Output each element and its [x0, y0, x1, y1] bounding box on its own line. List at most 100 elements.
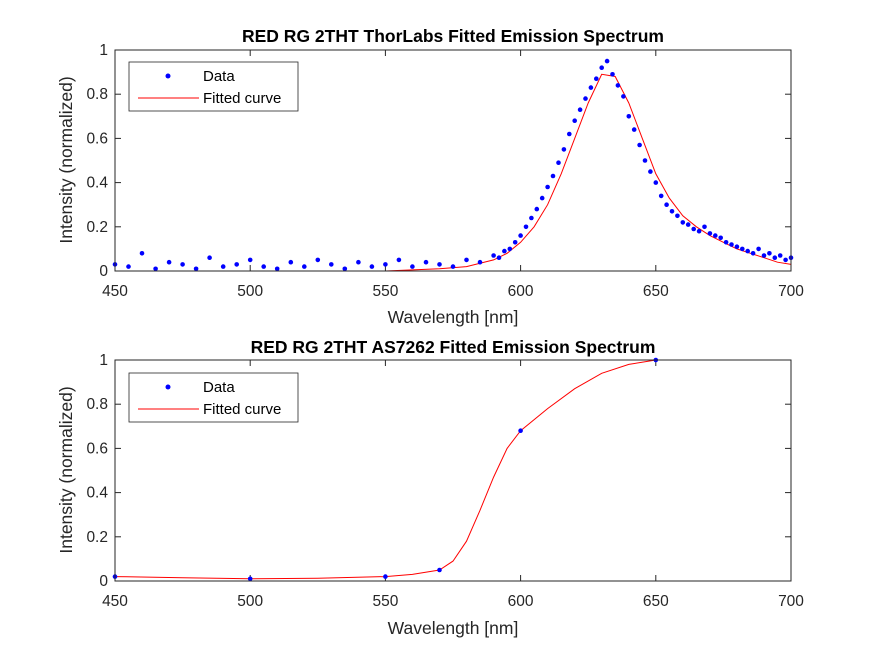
data-point — [315, 257, 321, 263]
x-tick-label: 700 — [778, 283, 804, 300]
data-point — [220, 264, 226, 269]
x-tick-label: 550 — [372, 593, 398, 610]
data-point — [529, 215, 534, 221]
data-point — [583, 96, 588, 101]
y-tick-label: 0.8 — [86, 396, 108, 413]
data-point — [502, 248, 507, 254]
data-point — [166, 259, 172, 265]
x-tick-label: 550 — [372, 283, 398, 300]
data-point — [599, 65, 604, 70]
data-point — [685, 222, 691, 227]
x-tick-label: 450 — [102, 283, 128, 300]
data-point — [356, 259, 361, 265]
data-point — [261, 264, 267, 269]
data-point — [342, 266, 348, 272]
data-point — [648, 169, 653, 174]
data-point — [477, 259, 483, 265]
data-point — [396, 257, 402, 263]
data-point — [523, 224, 529, 230]
data-point — [588, 85, 594, 90]
chart-thorlabs: RED RG 2THT ThorLabs Fitted Emission Spe… — [56, 26, 804, 327]
data-point — [669, 209, 675, 214]
y-ticks: 0 0.2 0.4 0.6 0.8 1 — [86, 42, 791, 280]
data-point — [767, 251, 772, 256]
data-point — [783, 257, 788, 263]
data-point — [610, 72, 615, 77]
plot-frame — [114, 49, 792, 272]
legend-fit-label: Fitted curve — [203, 90, 281, 107]
data-point — [756, 246, 761, 252]
chart-title: RED RG 2THT ThorLabs Fitted Emission Spe… — [242, 26, 664, 46]
data-point — [450, 264, 456, 269]
y-axis-label: Intensity (normalized) — [56, 386, 76, 553]
data-point — [745, 248, 750, 254]
data-point — [572, 118, 577, 123]
data-point — [464, 257, 469, 263]
legend-data-label: Data — [203, 379, 235, 396]
legend-data-marker — [165, 73, 171, 79]
data-point — [621, 94, 626, 99]
fitted-curve-series — [114, 359, 656, 580]
data-point — [491, 253, 496, 258]
data-point — [675, 213, 680, 219]
data-point — [545, 184, 550, 190]
data-point — [153, 266, 158, 272]
y-tick-label: 0.6 — [86, 130, 108, 147]
data-point — [740, 246, 745, 252]
data-point — [247, 576, 253, 582]
data-point — [604, 58, 610, 64]
y-tick-label: 0.6 — [86, 440, 108, 457]
x-tick-label: 450 — [102, 593, 128, 610]
x-tick-label: 500 — [237, 283, 263, 300]
data-point — [437, 262, 442, 267]
data-point — [723, 240, 729, 245]
legend-data-label: Data — [203, 68, 235, 85]
data-point — [180, 262, 185, 267]
data-point — [496, 255, 502, 260]
data-point — [534, 206, 540, 212]
data-point — [761, 253, 767, 258]
y-tick-label: 0.2 — [86, 529, 108, 546]
x-axis-label: Wavelength [nm] — [388, 307, 519, 327]
data-point — [734, 244, 740, 249]
legend: Data Fitted curve — [128, 372, 299, 423]
data-point — [680, 220, 686, 225]
data-point — [369, 264, 375, 269]
y-tick-label: 0 — [99, 263, 108, 280]
data-point — [729, 242, 734, 247]
y-ticks: 0 0.2 0.4 0.6 0.8 1 — [86, 352, 791, 590]
data-point — [626, 114, 632, 119]
data-point — [664, 202, 669, 207]
data-point — [507, 246, 513, 252]
data-point — [702, 224, 707, 230]
y-tick-label: 0.4 — [86, 485, 108, 502]
y-axis-label: Intensity (normalized) — [56, 76, 76, 243]
x-tick-label: 600 — [508, 283, 534, 300]
data-point — [653, 180, 659, 185]
data-point — [410, 264, 415, 269]
x-tick-label: 600 — [508, 593, 534, 610]
data-point — [383, 262, 388, 267]
x-tick-label: 500 — [237, 593, 263, 610]
data-point — [437, 567, 442, 573]
chart-title: RED RG 2THT AS7262 Fitted Emission Spect… — [251, 337, 656, 357]
x-tick-label: 700 — [778, 593, 804, 610]
data-point — [631, 127, 637, 132]
data-point — [642, 158, 648, 163]
y-tick-label: 1 — [99, 42, 108, 59]
x-axis-label: Wavelength [nm] — [388, 618, 519, 638]
data-point — [207, 255, 212, 260]
data-point — [274, 266, 280, 272]
legend-data-marker — [165, 384, 171, 390]
x-ticks: 450 500 550 600 650 700 — [102, 50, 804, 300]
data-point — [567, 131, 572, 137]
data-point — [750, 251, 756, 256]
data-point — [234, 262, 239, 267]
chart-as7262: RED RG 2THT AS7262 Fitted Emission Spect… — [56, 337, 804, 638]
legend-box — [128, 61, 299, 112]
x-ticks: 450 500 550 600 650 700 — [102, 360, 804, 610]
data-point — [615, 83, 621, 88]
y-tick-label: 1 — [99, 352, 108, 369]
data-point — [288, 259, 294, 265]
